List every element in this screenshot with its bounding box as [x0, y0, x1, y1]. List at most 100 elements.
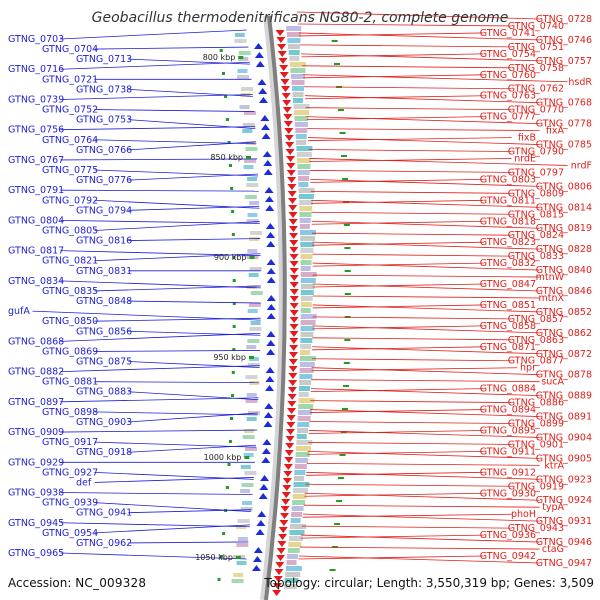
gene-label-right: GTNG_0862: [536, 328, 592, 339]
reverse-strand-arrow: [258, 493, 268, 499]
gene-label-right: mtnW: [536, 272, 565, 283]
feature-block-right: [295, 446, 311, 451]
feature-block-right: [300, 332, 314, 337]
feature-block-left: [239, 105, 250, 109]
feature-block-right: [286, 32, 301, 37]
reverse-strand-arrow: [265, 205, 275, 211]
forward-strand-arrow: [287, 191, 297, 197]
forward-strand-arrow: [275, 562, 285, 568]
reverse-strand-arrow: [262, 151, 272, 157]
left-tick-mark: [224, 95, 228, 98]
feature-block-left: [246, 393, 257, 397]
feature-block-right: [293, 488, 309, 493]
forward-strand-arrow: [284, 135, 294, 141]
gene-label-left: GTNG_0831: [76, 266, 132, 277]
left-tick-mark: [225, 118, 229, 121]
feature-block-left: [234, 33, 245, 37]
forward-strand-arrow: [289, 289, 299, 295]
feature-block-right: [289, 530, 305, 535]
left-tick-mark: [219, 49, 223, 52]
gene-label-right: GTNG_0877: [508, 356, 564, 367]
reverse-strand-arrow: [266, 340, 276, 346]
reverse-strand-arrow: [266, 313, 276, 319]
feature-block-right: [296, 146, 313, 151]
forward-strand-arrow: [283, 464, 293, 470]
gene-label-right: sucA: [541, 377, 564, 388]
reverse-strand-arrow: [261, 457, 271, 463]
forward-strand-arrow: [288, 359, 298, 365]
right-tick-mark: [333, 63, 340, 65]
gene-label-right: nrdF: [571, 160, 592, 171]
feature-block-left: [231, 579, 244, 583]
forward-strand-arrow: [289, 331, 299, 337]
reverse-strand-arrow: [257, 511, 267, 517]
connector-right: [309, 158, 568, 166]
gene-label-right: GTNG_0943: [508, 523, 564, 534]
gene-label-right: GTNG_0846: [536, 286, 592, 297]
feature-block-left: [248, 303, 261, 307]
reverse-strand-arrow: [263, 421, 273, 427]
gene-label-right: GTNG_0886: [508, 398, 564, 409]
connector-right: [300, 44, 512, 48]
feature-block-right: [293, 104, 310, 109]
gene-label-right: GTNG_0824: [508, 230, 564, 241]
connector-left: [60, 429, 257, 433]
feature-block-right: [298, 404, 314, 409]
left-tick-mark: [232, 302, 236, 305]
gene-label-left: GTNG_0917: [42, 437, 98, 448]
gene-label-left: GTNG_0764: [42, 135, 98, 146]
feature-block-right: [293, 98, 304, 103]
accession-value: NC_009328: [75, 576, 147, 590]
right-tick-mark: [340, 155, 347, 157]
connector-left: [60, 552, 247, 560]
connector-left: [94, 317, 261, 322]
feature-block-right: [286, 560, 297, 565]
feature-block-right: [288, 50, 300, 55]
left-tick-mark: [232, 325, 236, 328]
feature-block-left: [250, 291, 263, 295]
feature-block-left: [244, 471, 257, 475]
feature-block-right: [292, 86, 305, 91]
forward-strand-arrow: [289, 317, 299, 323]
feature-block-right: [292, 92, 304, 97]
feature-block-right: [300, 248, 314, 253]
feature-block-left: [246, 345, 257, 349]
forward-strand-arrow: [278, 527, 288, 533]
feature-block-right: [297, 164, 311, 169]
feature-block-left: [237, 519, 250, 523]
gene-label-right: GTNG_0872: [536, 349, 592, 360]
reverse-strand-arrow: [251, 565, 261, 571]
gene-label-right: GTNG_0833: [508, 251, 564, 262]
feature-block-right: [299, 200, 314, 205]
connector-left: [128, 300, 261, 304]
connector-right: [305, 107, 512, 111]
gene-label-right: GTNG_0863: [508, 335, 564, 346]
reverse-strand-arrow: [266, 232, 276, 238]
connector-left: [94, 350, 261, 352]
right-tick-mark: [331, 40, 338, 42]
feature-block-right: [286, 26, 302, 31]
forward-strand-arrow: [282, 485, 292, 491]
connector-right: [307, 137, 540, 145]
gene-label-right: GTNG_0919: [508, 481, 564, 492]
connector-right: [298, 555, 540, 564]
right-tick-mark: [336, 500, 343, 502]
gene-label-right: GTNG_0942: [480, 551, 536, 562]
feature-block-right: [295, 128, 308, 133]
feature-block-right: [300, 260, 312, 265]
left-tick-mark: [231, 394, 235, 397]
gene-label-right: GTNG_0778: [536, 119, 592, 130]
connector-right: [312, 346, 540, 355]
feature-block-right: [297, 170, 310, 175]
reverse-strand-arrow: [263, 169, 273, 175]
connector-right: [301, 525, 512, 529]
forward-strand-arrow: [286, 415, 296, 421]
genome-backbone: [264, 15, 287, 600]
gene-label-right: fixA: [546, 126, 565, 137]
gene-label-right: GTNG_0857: [508, 314, 564, 325]
connector-right: [312, 232, 512, 236]
feature-block-left: [246, 219, 259, 223]
reverse-strand-arrow: [266, 259, 276, 265]
connector-left: [128, 205, 260, 211]
gene-label-left: gufA: [8, 306, 30, 317]
